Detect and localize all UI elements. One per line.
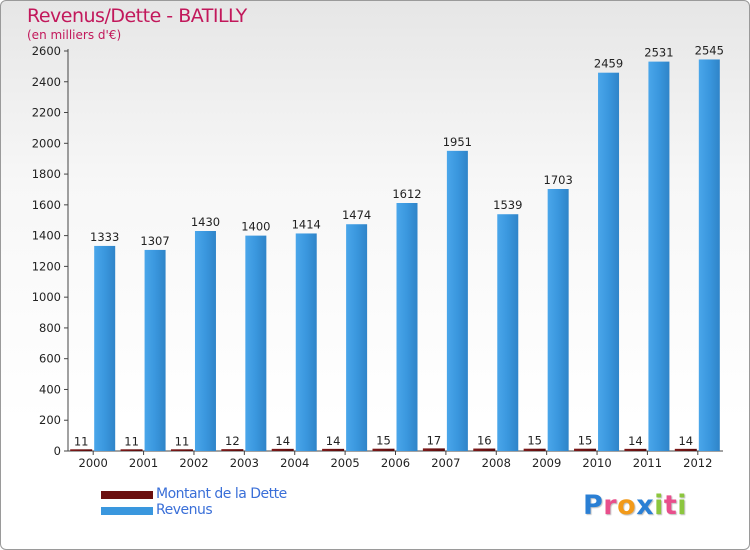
data-label-dette: 11: [175, 434, 190, 448]
data-label-dette: 14: [678, 434, 693, 448]
y-tick-label: 1000: [32, 290, 61, 304]
x-tick-label: 2002: [179, 456, 208, 470]
bar-dette: [523, 448, 546, 451]
logo-letter: o: [617, 490, 637, 521]
x-tick-label: 2008: [482, 456, 511, 470]
data-label-revenus: 1951: [443, 135, 472, 149]
bar-revenus: [94, 245, 116, 451]
logo-letter: x: [636, 490, 655, 521]
data-label-dette: 14: [275, 434, 290, 448]
x-tick-label: 2007: [431, 456, 460, 470]
data-label-dette: 14: [628, 434, 643, 448]
bar-revenus: [547, 189, 569, 451]
y-tick-label: 2400: [32, 75, 61, 89]
x-tick-label: 2006: [381, 456, 410, 470]
y-tick-label: 2000: [32, 136, 61, 150]
x-tick-label: 2005: [330, 456, 359, 470]
legend-label-dette: Montant de la Dette: [156, 486, 287, 502]
data-label-dette: 14: [326, 434, 341, 448]
x-tick-label: 2012: [683, 456, 712, 470]
data-label-dette: 15: [376, 434, 391, 448]
y-tick-label: 200: [39, 413, 61, 427]
data-label-revenus: 1414: [292, 217, 321, 231]
data-label-revenus: 1539: [493, 198, 522, 212]
bar-revenus: [698, 59, 720, 451]
data-label-revenus: 1307: [140, 234, 169, 248]
x-tick-label: 2001: [129, 456, 158, 470]
bar-dette: [120, 449, 143, 451]
logo-letter: i: [677, 490, 688, 521]
data-label-revenus: 2531: [644, 46, 673, 60]
data-label-revenus: 1703: [544, 173, 573, 187]
y-tick-label: 600: [39, 352, 61, 366]
y-tick-label: 400: [39, 382, 61, 396]
x-tick-label: 2009: [532, 456, 561, 470]
bar-dette: [624, 448, 647, 451]
x-tick-label: 2004: [280, 456, 309, 470]
bar-dette: [372, 448, 395, 451]
y-tick-label: 1200: [32, 259, 61, 273]
data-label-revenus: 2459: [594, 57, 623, 71]
bar-revenus: [295, 233, 317, 451]
bar-revenus: [648, 61, 670, 451]
data-label-dette: 15: [527, 434, 542, 448]
bar-revenus: [245, 235, 267, 451]
bar-dette: [271, 448, 294, 451]
logo-letter: r: [603, 490, 618, 521]
x-tick-label: 2011: [633, 456, 662, 470]
legend-swatch-revenus: [101, 507, 153, 515]
data-label-revenus: 2545: [695, 43, 724, 57]
bar-dette: [170, 449, 193, 451]
y-tick-label: 2200: [32, 106, 61, 120]
y-tick-label: 1600: [32, 198, 61, 212]
data-label-dette: 15: [578, 434, 593, 448]
data-label-dette: 16: [477, 434, 492, 448]
data-label-dette: 17: [427, 433, 442, 447]
data-label-revenus: 1612: [392, 187, 421, 201]
data-label-dette: 12: [225, 434, 240, 448]
bar-dette: [674, 448, 697, 451]
bar-dette: [473, 448, 496, 451]
proxiti-logo: Proxiti: [583, 490, 687, 521]
data-label-dette: 11: [74, 434, 89, 448]
x-tick-label: 2000: [79, 456, 108, 470]
data-label-dette: 11: [124, 434, 139, 448]
bar-revenus: [194, 231, 216, 451]
bar-revenus: [446, 150, 468, 451]
logo-letter: t: [663, 490, 678, 521]
logo-letter: i: [654, 490, 664, 521]
bar-dette: [422, 448, 445, 451]
logo-letter: P: [583, 490, 604, 521]
y-tick-label: 800: [39, 321, 61, 335]
x-tick-label: 2003: [230, 456, 259, 470]
y-tick-label: 0: [54, 444, 61, 458]
bar-revenus: [497, 214, 519, 451]
bar-dette: [322, 448, 345, 451]
chart-subtitle: (en milliers d'€): [27, 28, 122, 42]
bar-revenus: [144, 249, 166, 451]
data-label-revenus: 1430: [191, 215, 220, 229]
legend-swatch-dette: [101, 491, 153, 499]
y-tick-label: 2600: [32, 44, 61, 58]
x-tick-label: 2010: [582, 456, 611, 470]
data-label-revenus: 1474: [342, 208, 371, 222]
bar-revenus: [346, 224, 368, 451]
chart-title: Revenus/Dette - BATILLY: [27, 5, 247, 27]
bar-dette: [70, 449, 93, 451]
bar-dette: [574, 448, 597, 451]
y-tick-label: 1800: [32, 167, 61, 181]
data-label-revenus: 1333: [90, 230, 119, 244]
data-label-revenus: 1400: [241, 220, 270, 234]
bar-revenus: [396, 203, 418, 451]
y-tick-label: 1400: [32, 229, 61, 243]
bar-revenus: [598, 72, 620, 451]
bar-dette: [221, 449, 244, 451]
legend-label-revenus: Revenus: [156, 502, 213, 518]
